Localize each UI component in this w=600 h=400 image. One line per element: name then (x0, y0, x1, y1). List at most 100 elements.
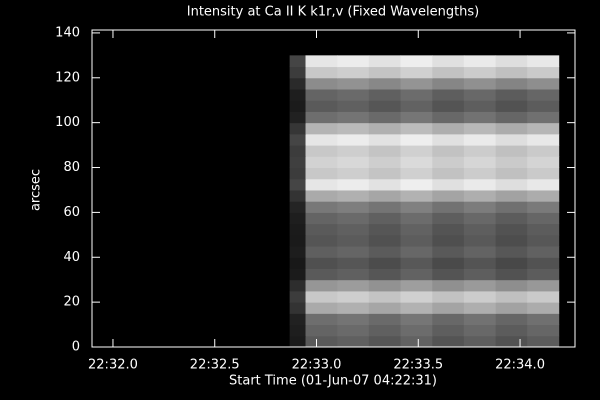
heatmap-cell (289, 290, 307, 303)
heatmap-cell (495, 89, 528, 101)
heatmap-cell (463, 246, 497, 258)
heatmap-cell (400, 234, 433, 247)
y-tick-label: 140 (55, 25, 80, 40)
heatmap-cell (432, 100, 465, 112)
heatmap-cell (495, 279, 528, 292)
heatmap-cell (432, 167, 465, 180)
heatmap-cell (495, 55, 528, 68)
heatmap-cell (305, 122, 338, 135)
heatmap-cell (432, 201, 465, 213)
y-axis-label: arcsec (29, 169, 44, 211)
heatmap-cell (305, 279, 338, 292)
heatmap-cell (305, 100, 338, 112)
heatmap-cell (495, 290, 528, 303)
heatmap-cell (368, 201, 402, 213)
heatmap-cell (305, 167, 338, 180)
heatmap-cell (368, 111, 402, 124)
heatmap-cell (400, 212, 433, 225)
heatmap-cell (289, 223, 307, 236)
heatmap-cell (527, 290, 560, 303)
heatmap-cell (368, 100, 402, 112)
heatmap-cell (337, 201, 370, 213)
heatmap-cell (400, 313, 433, 326)
heatmap-cell (305, 111, 338, 124)
heatmap-cell (463, 89, 497, 101)
heatmap-cell (527, 55, 560, 68)
heatmap-cell (337, 156, 370, 169)
heatmap-cell (495, 189, 528, 202)
heatmap-cell (289, 122, 307, 135)
heatmap-cell (289, 335, 307, 348)
heatmap-cell (337, 77, 370, 90)
heatmap-cell (495, 133, 528, 146)
heatmap-cell (527, 234, 560, 247)
heatmap-cell (305, 246, 338, 258)
y-tick-label: 20 (63, 295, 80, 310)
heatmap-cell (527, 133, 560, 146)
heatmap-cell (400, 66, 433, 79)
heatmap-cell (463, 335, 497, 348)
plot-frame (91, 29, 576, 348)
heatmap-cell (432, 234, 465, 247)
heatmap-cell (368, 212, 402, 225)
heatmap-cell (432, 145, 465, 157)
heatmap-cell (337, 145, 370, 157)
heatmap-cell (527, 189, 560, 202)
heatmap-cell (400, 122, 433, 135)
heatmap-cell (289, 55, 307, 68)
heatmap-cell (337, 89, 370, 101)
heatmap-cell (400, 335, 433, 348)
heatmap-cell (400, 290, 433, 303)
heatmap-cell (337, 302, 370, 314)
heatmap-cell (495, 234, 528, 247)
heatmap-cell (527, 178, 560, 191)
heatmap-cell (337, 167, 370, 180)
heatmap-cell (495, 212, 528, 225)
heatmap-cell (289, 246, 307, 258)
heatmap-cell (432, 268, 465, 281)
heatmap-cell (495, 77, 528, 90)
heatmap-cell (305, 212, 338, 225)
heatmap-cell (337, 335, 370, 348)
heatmap-cell (463, 55, 497, 68)
heatmap-cell (463, 156, 497, 169)
heatmap-cell (432, 324, 465, 337)
heatmap-cell (289, 268, 307, 281)
heatmap-cell (527, 145, 560, 157)
heatmap-cell (289, 257, 307, 269)
heatmap-cell (432, 89, 465, 101)
heatmap-cell (305, 133, 338, 146)
heatmap-cell (305, 324, 338, 337)
heatmap-cell (495, 313, 528, 326)
heatmap-cell (527, 66, 560, 79)
x-tick-label: 22:34.0 (495, 358, 545, 373)
heatmap-cell (289, 89, 307, 101)
heatmap-cell (368, 223, 402, 236)
heatmap-cell (368, 279, 402, 292)
heatmap-cell (400, 279, 433, 292)
heatmap-cell (527, 246, 560, 258)
heatmap-cell (400, 111, 433, 124)
heatmap-cell (527, 302, 560, 314)
heatmap-cell (305, 223, 338, 236)
heatmap-cell (400, 89, 433, 101)
heatmap-cell (495, 156, 528, 169)
heatmap-cell (289, 167, 307, 180)
heatmap-cell (432, 111, 465, 124)
heatmap-cell (305, 234, 338, 247)
heatmap-cell (368, 234, 402, 247)
heatmap-cell (289, 145, 307, 157)
heatmap-cell (432, 223, 465, 236)
heatmap-cell (289, 178, 307, 191)
y-tick-label: 80 (63, 160, 80, 175)
heatmap-cell (527, 257, 560, 269)
heatmap-cell (432, 77, 465, 90)
heatmap-cell (337, 111, 370, 124)
heatmap-cell (495, 268, 528, 281)
heatmap-cell (527, 223, 560, 236)
heatmap-cell (400, 55, 433, 68)
heatmap-cell (368, 89, 402, 101)
heatmap-cell (495, 66, 528, 79)
heatmap-cell (463, 178, 497, 191)
